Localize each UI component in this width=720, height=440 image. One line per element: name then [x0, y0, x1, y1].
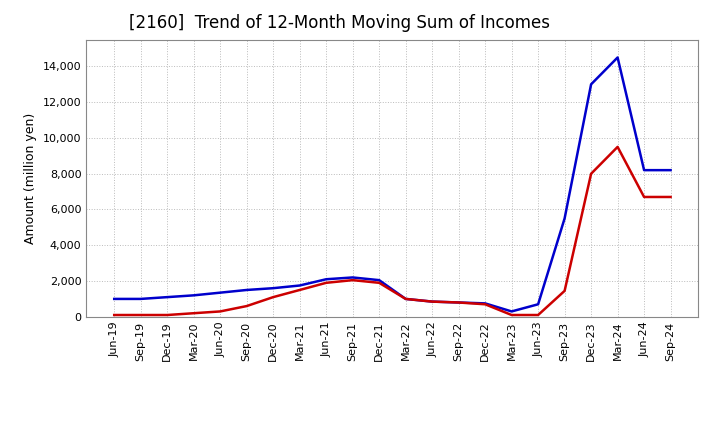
Ordinary Income: [534, 302, 542, 307]
Ordinary Income: [243, 287, 251, 293]
Ordinary Income: [348, 275, 357, 280]
Net Income: [560, 288, 569, 293]
Ordinary Income: [269, 286, 277, 291]
Net Income: [163, 312, 171, 318]
Net Income: [136, 312, 145, 318]
Ordinary Income: [163, 294, 171, 300]
Net Income: [534, 312, 542, 318]
Ordinary Income: [508, 309, 516, 314]
Ordinary Income: [136, 296, 145, 301]
Line: Ordinary Income: Ordinary Income: [114, 58, 670, 312]
Net Income: [508, 312, 516, 318]
Ordinary Income: [454, 300, 463, 305]
Net Income: [295, 287, 304, 293]
Net Income: [666, 194, 675, 200]
Ordinary Income: [666, 168, 675, 173]
Ordinary Income: [613, 55, 622, 60]
Net Income: [428, 299, 436, 304]
Ordinary Income: [587, 82, 595, 87]
Ordinary Income: [322, 277, 330, 282]
Net Income: [348, 278, 357, 283]
Net Income: [269, 294, 277, 300]
Net Income: [587, 171, 595, 176]
Ordinary Income: [428, 299, 436, 304]
Line: Net Income: Net Income: [114, 147, 670, 315]
Net Income: [613, 144, 622, 150]
Net Income: [216, 309, 225, 314]
Ordinary Income: [110, 296, 119, 301]
Text: [2160]  Trend of 12-Month Moving Sum of Incomes: [2160] Trend of 12-Month Moving Sum of I…: [130, 15, 550, 33]
Net Income: [640, 194, 649, 200]
Net Income: [481, 302, 490, 307]
Ordinary Income: [295, 283, 304, 288]
Net Income: [322, 280, 330, 286]
Net Income: [375, 280, 384, 286]
Net Income: [454, 300, 463, 305]
Net Income: [189, 311, 198, 316]
Net Income: [401, 296, 410, 301]
Ordinary Income: [189, 293, 198, 298]
Y-axis label: Amount (million yen): Amount (million yen): [24, 113, 37, 244]
Ordinary Income: [216, 290, 225, 295]
Net Income: [110, 312, 119, 318]
Net Income: [243, 304, 251, 309]
Ordinary Income: [481, 301, 490, 306]
Ordinary Income: [640, 168, 649, 173]
Ordinary Income: [375, 278, 384, 283]
Ordinary Income: [401, 296, 410, 301]
Ordinary Income: [560, 216, 569, 221]
